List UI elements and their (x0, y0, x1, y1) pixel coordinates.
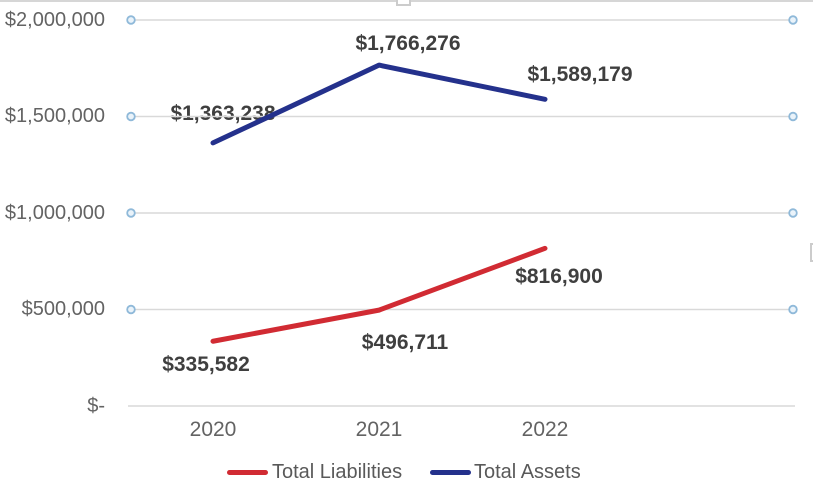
y-tick-label-1500000: $1,500,000 (4, 105, 105, 127)
legend-swatch-liabilities[interactable] (227, 470, 268, 475)
data-label-assets-2021: $1,766,276 (355, 32, 461, 55)
selection-handle-top[interactable] (396, 0, 411, 6)
y-tick-label-500000: $500,000 (21, 298, 105, 320)
y-tick-label-1000000: $1,000,000 (4, 202, 105, 224)
y-tick-label-zero: $- (87, 395, 105, 417)
data-label-assets-2022: $1,589,179 (527, 63, 633, 86)
x-tick-label-2021: 2021 (355, 418, 403, 441)
legend-swatch-assets[interactable] (430, 470, 471, 475)
legend-label-assets[interactable]: Total Assets (474, 461, 581, 483)
data-label-liabilities-2021: $496,711 (361, 331, 449, 354)
legend-label-liabilities[interactable]: Total Liabilities (272, 461, 403, 483)
data-label-liabilities-2020: $335,582 (162, 353, 250, 376)
y-tick-label-2000000: $2,000,000 (4, 9, 105, 31)
data-label-assets-2020: $1,363,238 (170, 102, 276, 125)
x-tick-label-2020: 2020 (189, 418, 237, 441)
data-label-liabilities-2022: $816,900 (515, 265, 603, 288)
x-tick-label-2022: 2022 (521, 418, 569, 441)
selection-handle-right[interactable] (810, 243, 813, 262)
